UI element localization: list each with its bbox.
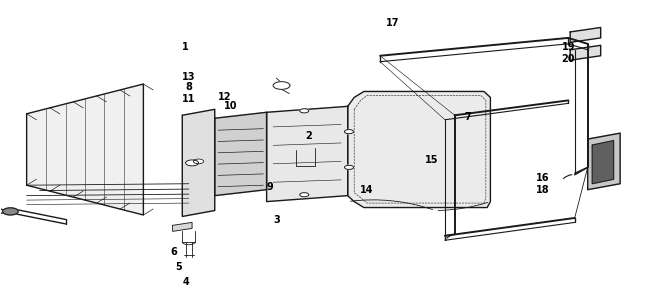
Text: 13: 13 bbox=[182, 71, 196, 82]
Text: 17: 17 bbox=[386, 18, 400, 28]
Polygon shape bbox=[570, 45, 601, 60]
Circle shape bbox=[300, 109, 309, 113]
Text: 19: 19 bbox=[562, 42, 575, 52]
Text: 5: 5 bbox=[176, 262, 183, 272]
Circle shape bbox=[273, 82, 290, 89]
Text: 14: 14 bbox=[360, 185, 374, 195]
Text: 11: 11 bbox=[182, 94, 196, 104]
Circle shape bbox=[185, 160, 198, 166]
Text: 1: 1 bbox=[182, 42, 189, 52]
Polygon shape bbox=[592, 141, 614, 184]
Text: 15: 15 bbox=[425, 155, 439, 165]
Polygon shape bbox=[182, 109, 215, 216]
Text: 2: 2 bbox=[306, 131, 312, 141]
Text: 8: 8 bbox=[185, 82, 192, 92]
Text: 4: 4 bbox=[182, 277, 189, 287]
Polygon shape bbox=[570, 28, 601, 42]
Text: 3: 3 bbox=[273, 215, 280, 225]
Text: 12: 12 bbox=[218, 92, 231, 103]
Text: 20: 20 bbox=[562, 54, 575, 64]
Polygon shape bbox=[266, 106, 348, 202]
Polygon shape bbox=[348, 91, 490, 208]
Text: 18: 18 bbox=[536, 185, 549, 195]
Circle shape bbox=[3, 208, 18, 215]
Circle shape bbox=[193, 159, 203, 164]
Circle shape bbox=[344, 129, 354, 134]
Text: 10: 10 bbox=[224, 101, 238, 111]
Text: 16: 16 bbox=[536, 173, 549, 183]
Circle shape bbox=[344, 165, 354, 170]
Text: 6: 6 bbox=[170, 247, 177, 257]
Text: 7: 7 bbox=[464, 112, 471, 122]
Polygon shape bbox=[588, 133, 620, 190]
Polygon shape bbox=[173, 222, 192, 231]
Circle shape bbox=[300, 193, 309, 197]
Polygon shape bbox=[214, 112, 266, 196]
Polygon shape bbox=[27, 84, 144, 215]
Text: 9: 9 bbox=[266, 182, 273, 192]
